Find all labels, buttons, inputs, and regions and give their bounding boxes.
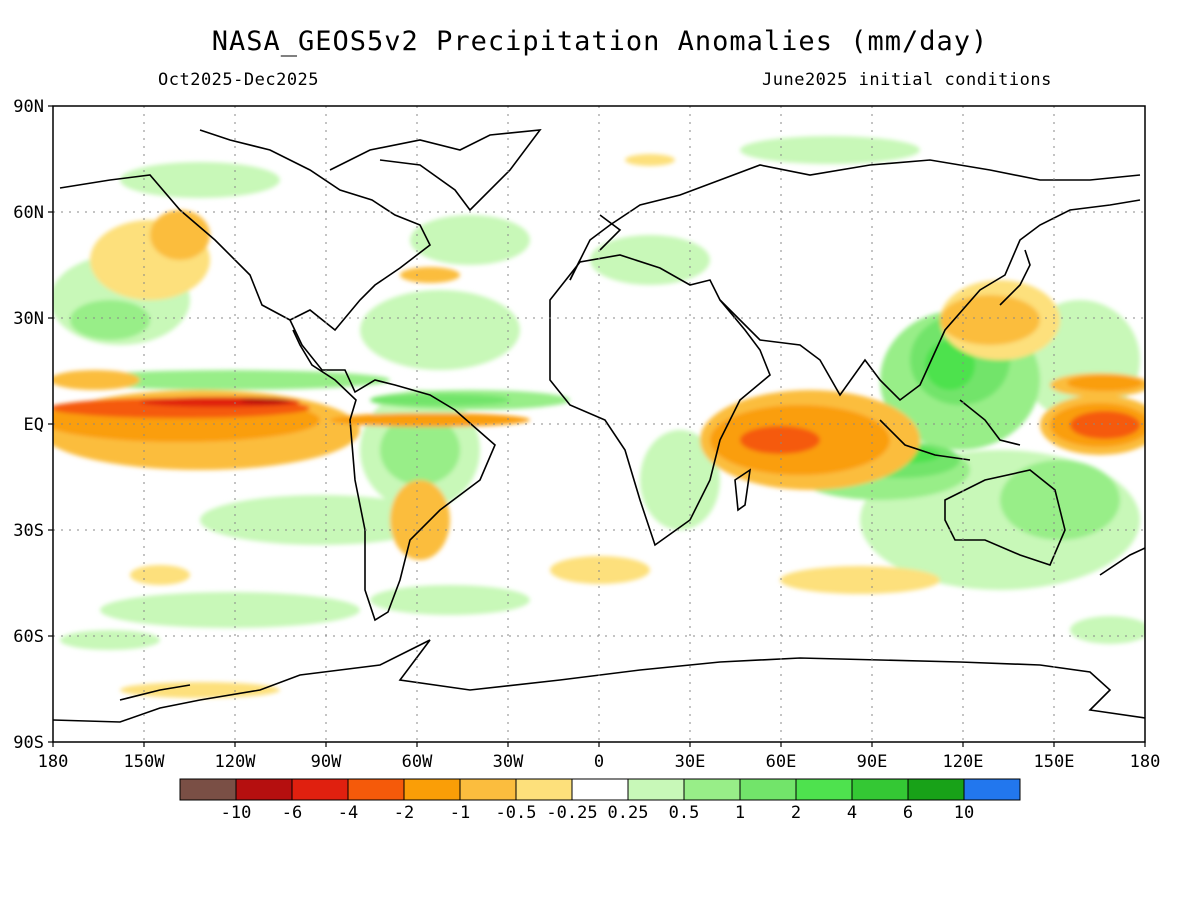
lon-label: 30W <box>493 752 524 772</box>
lat-label: 90S <box>13 733 44 753</box>
colorbar-swatch <box>627 778 685 801</box>
colorbar-swatch <box>515 778 573 801</box>
colorbar-swatch <box>235 778 293 801</box>
colorbar-swatch <box>963 778 1021 801</box>
lat-label: 30S <box>13 521 44 541</box>
colorbar-swatch <box>179 778 237 801</box>
colorbar-swatch <box>347 778 405 801</box>
lon-label: 180 <box>38 752 69 772</box>
lat-label: 60S <box>13 627 44 647</box>
lat-label: 90N <box>13 97 44 117</box>
colorbar-label: 6 <box>903 803 913 823</box>
lat-label: 30N <box>13 309 44 329</box>
colorbar-label: -0.25 <box>546 803 597 823</box>
lon-label: 180 <box>1130 752 1161 772</box>
colorbar-swatch <box>291 778 349 801</box>
lon-label: 0 <box>594 752 604 772</box>
colorbar-label: -1 <box>450 803 470 823</box>
colorbar-swatch <box>739 778 797 801</box>
colorbar-swatch <box>403 778 461 801</box>
lon-label: 60W <box>402 752 433 772</box>
anomaly-field <box>53 136 1145 698</box>
lat-label: EQ <box>24 415 44 435</box>
colorbar: -10 -6 -4 -2 -1 -0.5 -0.25 0.25 0.5 1 2 4 6 10 <box>179 778 1021 823</box>
lon-label: 30E <box>675 752 706 772</box>
colorbar-label: -0.5 <box>496 803 537 823</box>
colorbar-swatch <box>795 778 853 801</box>
colorbar-label: 0.5 <box>669 803 700 823</box>
colorbar-swatch <box>459 778 517 801</box>
lon-label: 150E <box>1034 752 1075 772</box>
lon-label: 120W <box>215 752 257 772</box>
colorbar-label: 2 <box>791 803 801 823</box>
forecast-period: Oct2025-Dec2025 <box>158 70 320 90</box>
colorbar-label: 0.25 <box>608 803 649 823</box>
graticule <box>53 106 1145 742</box>
colorbar-swatch <box>907 778 965 801</box>
lon-label: 60E <box>766 752 797 772</box>
latitude-labels: 90N 60N 30N EQ 30S 60S 90S <box>13 97 44 753</box>
colorbar-label: -4 <box>338 803 358 823</box>
axis-ticks <box>48 105 1146 747</box>
colorbar-swatch <box>571 778 629 801</box>
initial-conditions: June2025 initial conditions <box>762 70 1052 90</box>
colorbar-label: 10 <box>954 803 974 823</box>
coastlines <box>53 129 1145 723</box>
lon-label: 150W <box>124 752 166 772</box>
lon-label: 90E <box>857 752 888 772</box>
colorbar-label: -10 <box>221 803 252 823</box>
lon-label: 120E <box>943 752 984 772</box>
colorbar-swatch <box>851 778 909 801</box>
colorbar-swatch <box>683 778 741 801</box>
longitude-labels: 180 150W 120W 90W 60W 30W 0 30E 60E 90E … <box>38 752 1161 772</box>
lat-label: 60N <box>13 203 44 223</box>
colorbar-label: -6 <box>282 803 302 823</box>
colorbar-label: 4 <box>847 803 857 823</box>
colorbar-label: 1 <box>735 803 745 823</box>
map-title: NASA_GEOS5v2 Precipitation Anomalies (mm… <box>211 26 989 57</box>
colorbar-label: -2 <box>394 803 414 823</box>
lon-label: 90W <box>311 752 342 772</box>
